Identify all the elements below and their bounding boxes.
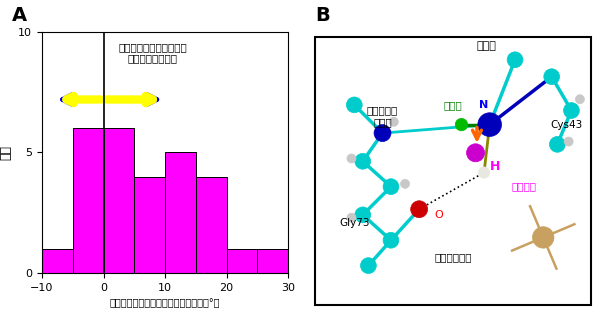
Text: 実験構造: 実験構造 (511, 182, 536, 192)
Circle shape (564, 137, 573, 146)
Bar (73, 128, 104, 273)
Bar (104, 128, 134, 273)
Circle shape (467, 144, 485, 162)
Circle shape (389, 117, 398, 126)
Circle shape (411, 201, 428, 218)
Text: アクセプター: アクセプター (434, 252, 472, 262)
Circle shape (347, 154, 356, 163)
Circle shape (563, 103, 580, 118)
Circle shape (355, 153, 371, 169)
Circle shape (533, 227, 554, 248)
Bar (227, 249, 257, 273)
Circle shape (478, 167, 490, 178)
Text: B: B (315, 6, 330, 25)
Text: ドナー: ドナー (477, 41, 497, 51)
Bar (42, 249, 73, 273)
Circle shape (478, 113, 502, 136)
Circle shape (383, 179, 399, 195)
Circle shape (544, 69, 560, 84)
Circle shape (374, 125, 391, 142)
Y-axis label: 頻度: 頻度 (0, 145, 13, 160)
Bar (196, 177, 227, 273)
Text: Cys43: Cys43 (550, 120, 583, 130)
Text: モデル: モデル (443, 100, 463, 110)
Bar (134, 177, 165, 273)
Text: モデルから
のずれ: モデルから のずれ (367, 105, 398, 127)
Circle shape (575, 95, 584, 104)
Circle shape (355, 207, 371, 223)
Text: O: O (434, 210, 443, 220)
X-axis label: 実際に観測した角度とモデルとの差（°）: 実際に観測した角度とモデルとの差（°） (110, 298, 220, 308)
Circle shape (455, 118, 467, 131)
Text: Gly73: Gly73 (339, 218, 370, 228)
Circle shape (361, 258, 376, 273)
Circle shape (401, 179, 410, 188)
Bar (165, 152, 196, 273)
Circle shape (347, 213, 356, 222)
Text: A: A (12, 6, 27, 25)
Text: モデルからずれるアミド
プロトン多数存在: モデルからずれるアミド プロトン多数存在 (118, 42, 187, 63)
Circle shape (383, 232, 399, 248)
Circle shape (550, 136, 565, 152)
Bar (257, 249, 288, 273)
Text: H: H (490, 160, 500, 173)
Circle shape (507, 52, 523, 68)
Text: N: N (479, 100, 488, 110)
Circle shape (346, 97, 362, 113)
